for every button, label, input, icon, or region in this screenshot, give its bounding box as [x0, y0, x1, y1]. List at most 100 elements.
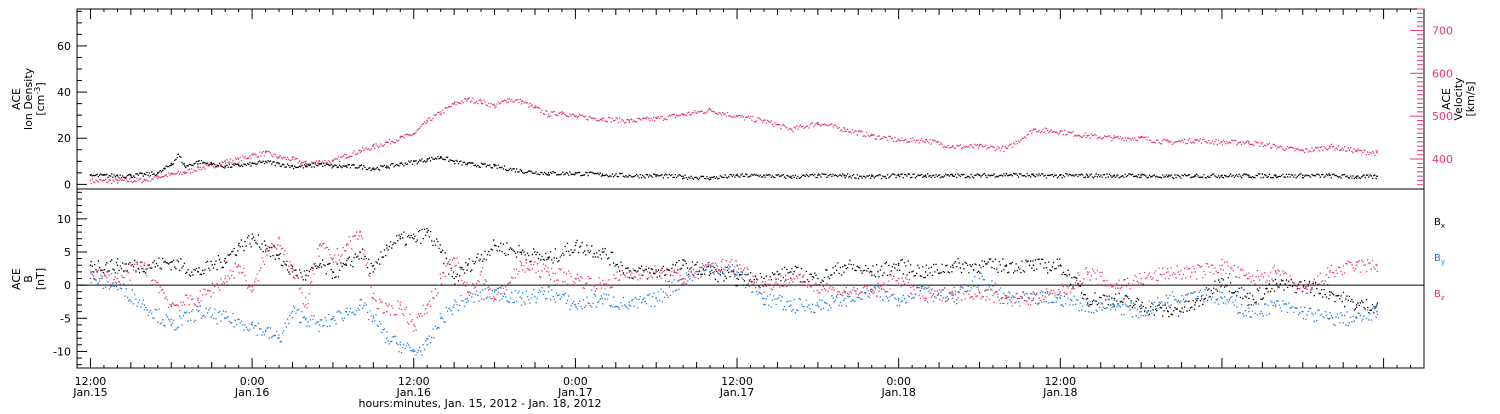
bz-series-point	[951, 291, 954, 293]
b-tick-label: -10	[53, 345, 71, 358]
bx-series-point	[978, 264, 981, 267]
density-series-point	[1140, 174, 1142, 176]
by-series-point	[844, 297, 846, 300]
density-series-points	[90, 153, 1378, 181]
bz-series-point	[817, 284, 819, 286]
legend-bx: Bx	[1434, 217, 1445, 230]
bx-series-point	[1032, 264, 1035, 267]
density-series-point	[453, 160, 456, 163]
legend-base: B	[1434, 253, 1441, 264]
bz-series-point	[143, 264, 146, 267]
density-series-point	[332, 165, 334, 167]
velocity-series-point	[332, 160, 334, 162]
density-axis-title-line: ACE	[10, 88, 23, 110]
density-axis-title-part: ]	[34, 82, 47, 86]
bx-series-point	[453, 277, 456, 280]
by-series-point	[574, 304, 577, 306]
bz-series-point	[1248, 277, 1250, 280]
bx-series-point	[1328, 291, 1331, 293]
bx-series-point	[386, 244, 388, 247]
bz-series-point	[332, 257, 334, 260]
velocity-series-point	[426, 119, 429, 122]
bz-series-point	[1355, 264, 1358, 267]
bz-series-point	[655, 271, 657, 273]
b-axis-title: ACE B [nT]	[10, 268, 47, 290]
by-series-point	[628, 304, 631, 306]
x-tick-time-label: 0:00	[240, 375, 265, 388]
bz-series-point	[237, 264, 240, 267]
b-tick-label: 0	[64, 279, 71, 292]
bx-series-point	[372, 271, 375, 273]
velocity-series-point	[413, 132, 415, 135]
velocity-series-point	[224, 160, 226, 162]
density-tick-label: 20	[57, 132, 71, 145]
bx-series-point	[170, 261, 173, 263]
velocity-series-point	[1113, 136, 1115, 139]
bz-series-point	[1328, 271, 1331, 273]
bz-series-point	[466, 291, 469, 293]
by-series-point	[197, 310, 199, 313]
velocity-tick-label: 700	[1432, 24, 1453, 37]
by-series-point	[1140, 310, 1142, 313]
density-series-point	[116, 174, 119, 176]
bz-series-point	[480, 271, 482, 273]
bx-series-point	[237, 244, 240, 247]
by-series-points	[90, 261, 1378, 356]
bz-series-point	[763, 284, 765, 286]
bz-series-point	[1376, 264, 1378, 267]
velocity-series	[89, 97, 1378, 185]
by-series-point	[251, 324, 253, 326]
by-series-point	[736, 271, 738, 273]
by-series-point	[978, 277, 981, 280]
bx-series-point	[359, 251, 361, 253]
x-tick-date-label: Jan.17	[719, 386, 754, 399]
bx-series-point	[574, 244, 577, 247]
bz-series-point	[870, 291, 873, 293]
bz-series-point	[372, 297, 375, 300]
by-series-point	[601, 297, 604, 300]
by-series-point	[426, 344, 429, 346]
by-series-point	[1167, 297, 1169, 300]
legend-bz: Bz	[1434, 289, 1445, 302]
velocity-tick-label: 600	[1432, 67, 1453, 80]
velocity-series-point	[157, 175, 159, 177]
bz-series-point	[264, 251, 267, 253]
bz-series-point	[251, 291, 253, 293]
density-series-point	[345, 165, 348, 167]
by-series-point	[1275, 304, 1277, 306]
bz-series-point	[426, 304, 429, 306]
legend-sub: z	[1441, 294, 1445, 302]
bx-series-point	[264, 244, 267, 247]
by-series-point	[359, 304, 361, 306]
velocity-axis-title-line: ACE	[1440, 88, 1453, 110]
bz-series-point	[1059, 291, 1062, 293]
x-tick-time-label: 12:00	[721, 375, 753, 388]
velocity-axis-title: ACE Velocity [km/s]	[1440, 77, 1477, 121]
density-tick-label: 60	[57, 40, 71, 53]
density-axis-title-line: [cm-3]	[33, 82, 47, 115]
velocity-series-point	[924, 138, 927, 141]
velocity-series-point	[547, 113, 550, 115]
velocity-series-point	[345, 153, 348, 156]
density-series-point	[1005, 173, 1008, 175]
density-series-point	[520, 169, 523, 172]
density-series-point	[682, 175, 684, 178]
bz-series-point	[399, 304, 402, 306]
by-series-point	[520, 297, 523, 300]
bz-series-point	[89, 271, 92, 273]
by-series-point	[1086, 304, 1089, 306]
bx-series-point	[251, 237, 253, 240]
velocity-series-point	[386, 141, 388, 143]
bz-series-point	[116, 277, 119, 280]
density-series-point	[1194, 174, 1196, 176]
bz-series-point	[278, 237, 280, 240]
density-series-point	[601, 173, 604, 175]
by-series-point	[1113, 304, 1115, 306]
x-tick-time-label: 0:00	[886, 375, 911, 388]
b-axis-title-line: [nT]	[34, 268, 47, 290]
legend-base: B	[1434, 217, 1441, 228]
b-axis-title-line: B	[22, 275, 35, 283]
velocity-series-point	[1248, 141, 1250, 143]
density-series-point	[844, 174, 846, 176]
bx-series-point	[924, 271, 927, 273]
